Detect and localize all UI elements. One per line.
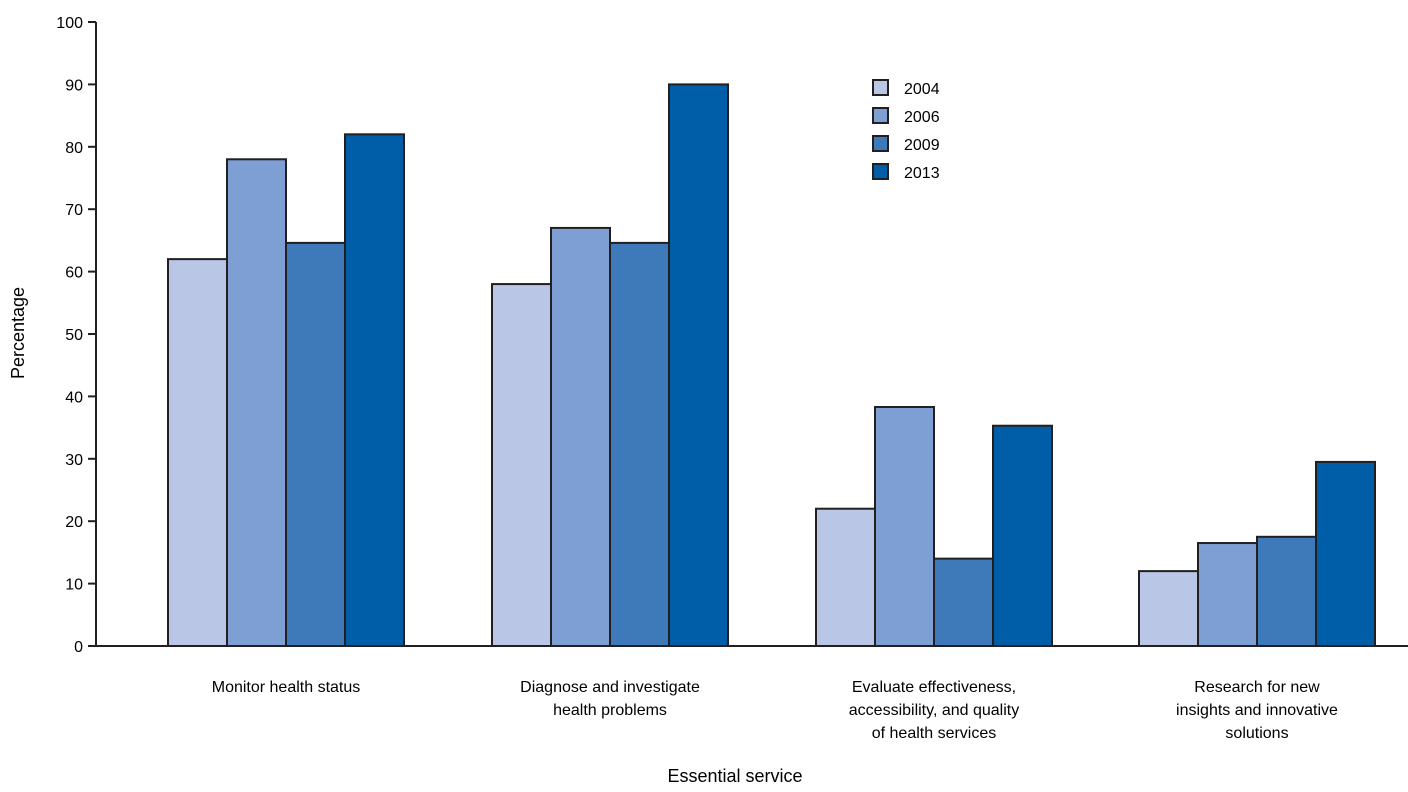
bar xyxy=(285,241,346,647)
bar xyxy=(992,424,1053,647)
bar-group xyxy=(1138,460,1376,648)
x-category-label: Monitor health status xyxy=(212,679,361,696)
bar xyxy=(609,241,670,647)
bars xyxy=(167,83,1376,648)
legend-swatch xyxy=(872,79,889,96)
bar xyxy=(550,226,611,647)
legend-swatch xyxy=(872,135,889,152)
bar-group xyxy=(815,406,1053,648)
y-tick-label: 10 xyxy=(65,577,83,594)
x-category-label: Research for new insights and innovative s… xyxy=(1176,679,1338,742)
bar xyxy=(933,557,994,648)
legend-label: 2013 xyxy=(904,165,940,182)
x-category-label-line: accessibility, and quality xyxy=(849,702,1019,719)
x-category-label-line: Diagnose and investigate xyxy=(520,679,700,696)
y-tick-label: 50 xyxy=(65,327,83,344)
legend-label: 2004 xyxy=(904,81,940,98)
y-tick-label: 30 xyxy=(65,452,83,469)
x-category-label-line: insights and innovative xyxy=(1176,702,1338,719)
x-category-label-line: solutions xyxy=(1225,725,1288,742)
x-category-label-line: Evaluate effectiveness, xyxy=(852,679,1016,696)
bar xyxy=(1138,570,1199,647)
bar xyxy=(1197,542,1258,647)
legend-item: 2006 xyxy=(872,107,940,126)
legend-swatch xyxy=(872,107,889,124)
y-tick-label: 80 xyxy=(65,140,83,157)
y-tick-label: 20 xyxy=(65,514,83,531)
x-category-label-line: Research for new xyxy=(1194,679,1320,696)
y-tick-label: 0 xyxy=(74,639,83,656)
x-category-label-line: Monitor health status xyxy=(212,679,361,696)
x-category-label-line: health problems xyxy=(553,702,667,719)
x-axis: Monitor health status Diagnose and invest… xyxy=(88,645,1408,742)
legend-label: 2006 xyxy=(904,109,940,126)
bar-group xyxy=(491,83,729,647)
y-tick-label: 100 xyxy=(56,15,83,32)
y-tick-label: 60 xyxy=(65,265,83,282)
y-axis-title: Percentage xyxy=(8,287,28,379)
bar xyxy=(344,133,405,647)
y-tick-label: 90 xyxy=(65,77,83,94)
bar xyxy=(815,507,876,647)
legend-label: 2009 xyxy=(904,137,940,154)
bar xyxy=(167,258,228,647)
bar xyxy=(1256,535,1317,647)
y-axis: 0 10 20 30 40 50 60 70 80 90 100 xyxy=(56,15,97,656)
y-tick-label: 70 xyxy=(65,202,83,219)
x-axis-title: Essential service xyxy=(667,766,802,786)
x-category-label: Diagnose and investigate health problems xyxy=(520,679,700,719)
legend-item: 2004 xyxy=(872,79,940,98)
y-tick-label: 40 xyxy=(65,389,83,406)
legend: 2004 2006 2009 2013 xyxy=(872,79,940,182)
x-category-label-line: of health services xyxy=(872,725,997,742)
legend-item: 2009 xyxy=(872,135,940,154)
bar xyxy=(491,283,552,647)
legend-swatch xyxy=(872,163,889,180)
bar xyxy=(1315,460,1376,648)
bar xyxy=(226,158,287,647)
bar xyxy=(668,83,729,647)
legend-item: 2013 xyxy=(872,163,940,182)
bar xyxy=(874,406,935,647)
bar-group xyxy=(167,133,405,647)
x-category-label: Evaluate effectiveness, accessibility, an… xyxy=(849,679,1019,742)
